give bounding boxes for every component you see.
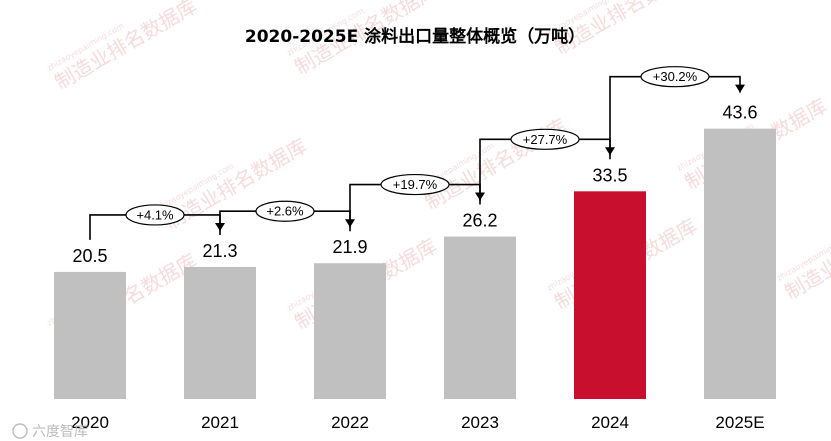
growth-label-2024: +27.7% bbox=[523, 132, 568, 147]
x-tick-label-2022: 2022 bbox=[331, 413, 369, 432]
bar-2024 bbox=[574, 191, 646, 399]
bar-2020 bbox=[54, 271, 126, 399]
x-tick-label-2020: 2020 bbox=[71, 413, 109, 432]
x-tick-label-2023: 2023 bbox=[461, 413, 499, 432]
growth-label-2021: +4.1% bbox=[136, 207, 174, 222]
growth-oval-2024 bbox=[510, 128, 580, 150]
bar-2025E bbox=[704, 128, 776, 399]
bar-2023 bbox=[444, 236, 516, 399]
connector-layer: +4.1% +2.6% +19.7% +27.7% +30.2% bbox=[89, 66, 745, 240]
growth-label-2022: +2.6% bbox=[266, 204, 304, 219]
growth-label-2025E: +30.2% bbox=[653, 69, 698, 84]
value-label-2022: 21.9 bbox=[332, 237, 367, 257]
growth-oval-2023 bbox=[380, 173, 450, 196]
bars-layer bbox=[54, 128, 776, 399]
watermark-text: 制造业排名数据库 bbox=[421, 114, 572, 215]
value-label-2021: 21.3 bbox=[202, 241, 237, 261]
x-tick-label-2025E: 2025E bbox=[715, 413, 764, 432]
value-label-2020: 20.5 bbox=[72, 246, 107, 266]
x-tick-label-2021: 2021 bbox=[201, 413, 239, 432]
bar-2022 bbox=[314, 263, 386, 399]
footer-logo-icon bbox=[12, 423, 28, 439]
growth-label-2023: +19.7% bbox=[393, 177, 438, 192]
growth-oval-2021 bbox=[125, 204, 185, 226]
x-tick-label-2024: 2024 bbox=[591, 413, 629, 432]
value-label-2024: 33.5 bbox=[592, 165, 627, 185]
footer: 六度智库 bbox=[12, 423, 88, 440]
labels-layer: 20.5 21.3 21.9 26.2 33.5 43.6 bbox=[72, 103, 757, 266]
growth-arrowhead-2025E bbox=[735, 84, 745, 93]
watermark-text: 制造业排名数据库 bbox=[51, 0, 202, 94]
value-label-2023: 26.2 bbox=[462, 211, 497, 231]
chart-title: 2020-2025E 涂料出口量整体概览（万吨） bbox=[245, 26, 585, 47]
footer-text: 六度智库 bbox=[32, 424, 88, 440]
growth-oval-2022 bbox=[255, 200, 315, 222]
ticks-layer: 2020 2021 2022 2023 2024 2025E bbox=[71, 413, 765, 432]
growth-oval-2025E bbox=[640, 66, 710, 88]
value-label-2025E: 43.6 bbox=[722, 103, 757, 123]
bar-2021 bbox=[184, 266, 256, 399]
